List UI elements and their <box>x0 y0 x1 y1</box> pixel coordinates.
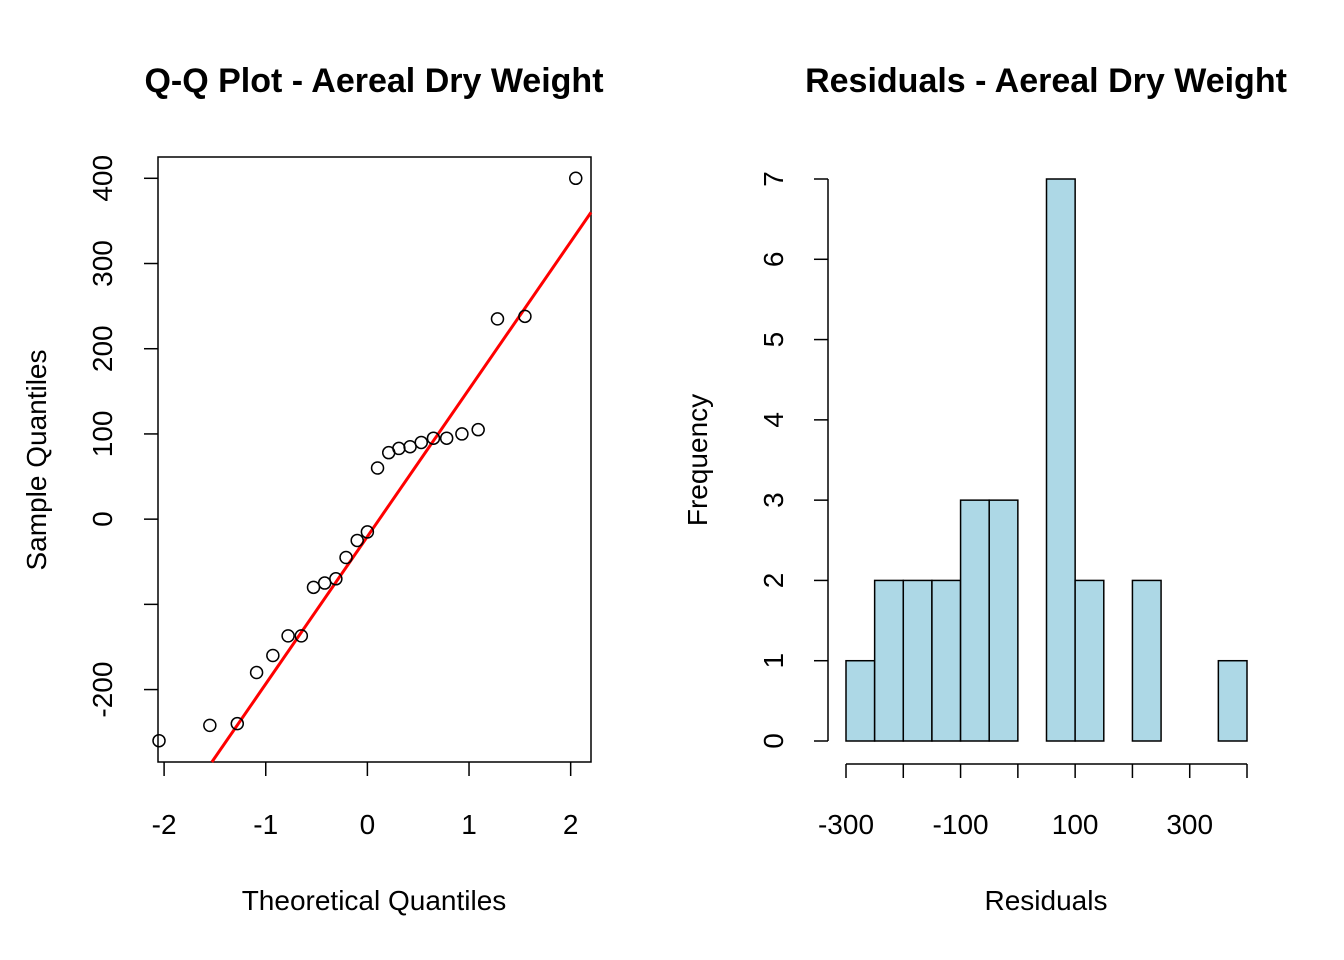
qq-point <box>471 422 485 437</box>
qq-plot-panel: Q-Q Plot - Aereal Dry Weight Theoretical… <box>21 62 604 916</box>
qq-point <box>329 572 343 586</box>
histogram-y-tick-label: 6 <box>758 251 789 267</box>
qq-point <box>455 427 469 441</box>
qq-x-axis: -2 -1 0 1 2 <box>152 762 579 840</box>
histogram-bar <box>1074 579 1105 742</box>
qq-point <box>426 431 441 445</box>
histogram-title: Residuals - Aereal Dry Weight <box>805 62 1287 100</box>
histogram-bar <box>931 579 962 742</box>
qq-x-tick-label: 2 <box>563 809 579 840</box>
qq-point <box>294 629 309 643</box>
qq-y-tick-label: 100 <box>87 411 118 458</box>
qq-point <box>339 550 353 565</box>
qq-point <box>152 733 166 748</box>
qq-x-tick-label: 1 <box>461 809 477 840</box>
histogram-x-tick-label: -100 <box>933 809 989 840</box>
qq-point <box>350 533 364 548</box>
histogram-y-tick-label: 3 <box>758 492 789 508</box>
qq-x-tick-label: 0 <box>360 809 376 840</box>
histogram-x-tick-label: 300 <box>1166 809 1213 840</box>
histogram-y-axis: 0 1 2 3 4 5 6 7 <box>758 171 829 749</box>
qq-point <box>414 435 429 450</box>
qq-point <box>306 580 321 595</box>
qq-point <box>518 309 532 324</box>
histogram-bar <box>845 659 876 742</box>
qq-point <box>439 431 454 445</box>
qq-point <box>360 525 375 539</box>
qq-point <box>569 171 583 186</box>
histogram-y-tick-label: 7 <box>758 171 789 187</box>
qq-plot-title: Q-Q Plot - Aereal Dry Weight <box>144 62 603 100</box>
histogram-bar <box>873 579 905 742</box>
qq-y-axis: -200 0 100 200 300 400 <box>87 155 158 718</box>
qq-point <box>249 665 264 680</box>
histogram-x-axis: -300 -100 100 300 <box>818 763 1248 840</box>
qq-y-tick-label: -200 <box>87 662 118 718</box>
qq-reference-line-group <box>210 211 593 763</box>
qq-point <box>317 576 332 590</box>
qq-point <box>230 716 245 731</box>
histogram-bar <box>988 499 1019 742</box>
histogram-y-tick-label: 2 <box>758 573 789 589</box>
qq-point <box>370 461 385 475</box>
histogram-y-axis-label: Frequency <box>682 394 713 526</box>
qq-x-tick-label: -1 <box>253 809 278 840</box>
qq-y-axis-label: Sample Quantiles <box>21 349 52 570</box>
histogram-panel: Residuals - Aereal Dry Weight Residuals … <box>682 62 1287 916</box>
histogram-x-tick-label: -300 <box>818 809 874 840</box>
histogram-bar <box>1131 579 1162 742</box>
qq-plot-frame <box>157 156 592 763</box>
qq-y-tick-label: 0 <box>87 511 118 527</box>
qq-points <box>152 171 583 748</box>
qq-point <box>490 312 505 326</box>
qq-point <box>281 629 295 643</box>
qq-point <box>266 648 280 663</box>
qq-point <box>392 441 406 456</box>
qq-y-tick-label: 400 <box>87 155 118 202</box>
qq-point <box>203 718 217 733</box>
qq-y-tick-label: 300 <box>87 240 118 287</box>
qq-x-tick-label: -2 <box>152 809 177 840</box>
histogram-x-axis-label: Residuals <box>985 885 1108 916</box>
histogram-y-tick-label: 5 <box>758 332 789 348</box>
histogram-y-tick-label: 1 <box>758 653 789 669</box>
qq-y-tick-label: 200 <box>87 325 118 372</box>
qq-x-axis-label: Theoretical Quantiles <box>242 885 507 916</box>
qq-reference-line <box>210 211 593 763</box>
histogram-bar <box>1217 659 1248 742</box>
histogram-x-tick-label: 100 <box>1052 809 1099 840</box>
histogram-bar <box>959 499 990 742</box>
histogram-bar <box>902 579 933 742</box>
histogram-bars <box>845 178 1248 742</box>
qq-point <box>403 439 417 454</box>
histogram-y-tick-label: 0 <box>758 733 789 749</box>
histogram-y-tick-label: 4 <box>758 412 789 428</box>
histogram-bar <box>1045 178 1076 742</box>
